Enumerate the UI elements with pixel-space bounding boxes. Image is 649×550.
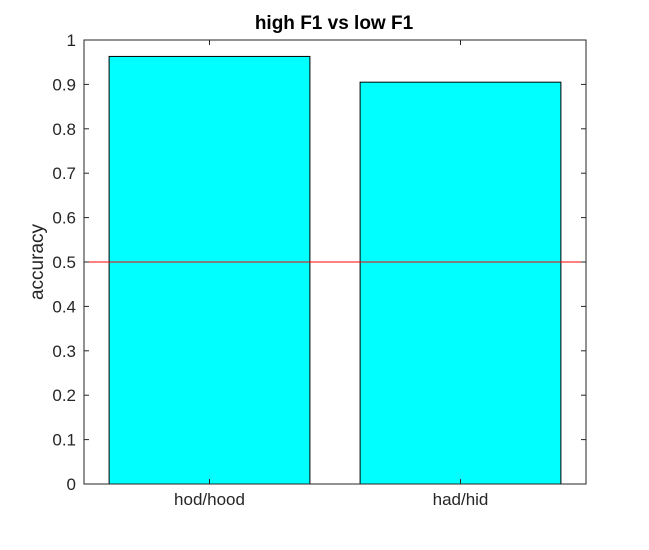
x-tick-label: hod/hood <box>174 490 245 509</box>
y-tick-label: 0.4 <box>52 297 76 316</box>
y-tick-label: 0.6 <box>52 209 76 228</box>
x-tick-label: had/hid <box>433 490 489 509</box>
y-tick-label: 0.1 <box>52 431 76 450</box>
x-axis: hod/hood had/hid <box>174 40 488 509</box>
y-tick-label: 0 <box>67 475 76 494</box>
bar <box>108 55 311 485</box>
y-axis-label: accuracy <box>27 223 48 300</box>
y-tick-label: 0.7 <box>52 164 76 183</box>
y-tick-label: 0.3 <box>52 342 76 361</box>
y-tick-label: 0.5 <box>52 253 76 272</box>
y-tick-label: 0.2 <box>52 386 76 405</box>
y-tick-label: 1 <box>67 31 76 50</box>
y-tick-label: 0.9 <box>52 75 76 94</box>
y-axis: 0 0.1 0.2 0.3 0.4 0.5 0.6 0.7 0.8 0.9 1 <box>52 31 586 494</box>
y-tick-label: 0.8 <box>52 120 76 139</box>
chart-title: high F1 vs low F1 <box>255 13 414 34</box>
bars-layer <box>108 55 562 485</box>
bar <box>359 81 562 485</box>
